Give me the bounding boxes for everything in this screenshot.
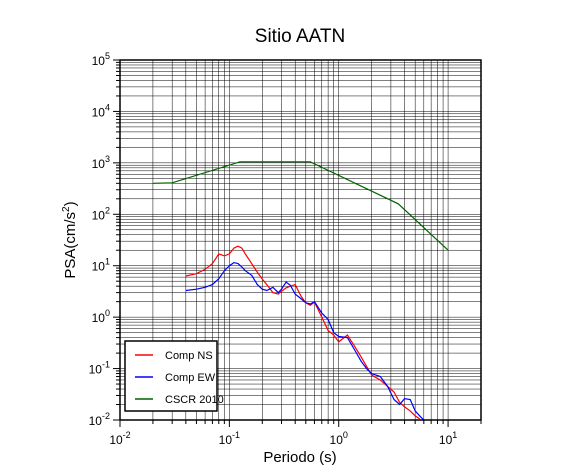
y-tick-label: 103 — [92, 154, 110, 171]
y-tick-label: 102 — [92, 205, 110, 222]
series-cscr-2010-line — [152, 161, 449, 251]
legend-label-comp-ew: Comp EW — [165, 372, 216, 384]
x-tick-label: 10-2 — [109, 430, 130, 447]
y-tick-label: 101 — [92, 257, 110, 274]
x-tick-label: 10-1 — [219, 430, 240, 447]
tick-labels: 10-2 10-1 100 101 10-2 10-1 100 101 102 103 104 105 — [89, 51, 458, 447]
series-comp-ew-line — [185, 261, 425, 420]
grid-lines — [119, 59, 482, 421]
x-tick-label: 101 — [439, 430, 457, 447]
x-axis-label: Periodo (s) — [263, 449, 336, 466]
chart-title: Sitio AATN — [255, 26, 345, 47]
x-tick-label: 100 — [330, 430, 348, 447]
series-lines — [152, 161, 449, 420]
legend: Comp NS Comp EW CSCR 2010 — [124, 340, 224, 412]
series-comp-ns-line — [185, 245, 421, 420]
y-tick-label: 104 — [92, 102, 110, 119]
y-tick-label: 100 — [92, 308, 110, 325]
legend-label-cscr-2010: CSCR 2010 — [165, 394, 224, 406]
y-tick-label: 105 — [92, 51, 110, 68]
legend-label-comp-ns: Comp NS — [165, 350, 213, 362]
plot-frame — [119, 59, 482, 421]
y-tick-label: 10-2 — [89, 411, 110, 428]
y-axis-label: PSA(cm/s2) — [61, 201, 79, 278]
y-tick-label: 10-1 — [89, 360, 110, 377]
